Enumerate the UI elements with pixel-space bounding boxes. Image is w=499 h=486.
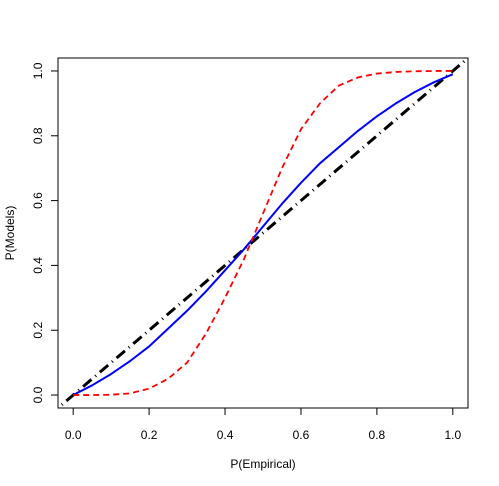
x-tick-label: 0.6 [293, 428, 310, 442]
x-tick-label: 1.0 [444, 428, 461, 442]
y-tick-label: 0.6 [31, 192, 45, 209]
x-tick-label: 0.8 [369, 428, 386, 442]
y-tick-label: 0.0 [31, 386, 45, 403]
model-blue-line [72, 73, 454, 396]
x-axis-label: P(Empirical) [230, 457, 295, 471]
y-tick-label: 0.8 [31, 127, 45, 144]
y-tick-label: 0.4 [31, 257, 45, 274]
x-tick-label: 0.0 [65, 428, 82, 442]
series-layer [60, 60, 466, 406]
y-axis-label: P(Models) [3, 206, 17, 261]
y-tick-label: 1.0 [31, 62, 45, 79]
model-red-line [73, 70, 453, 396]
y-tick-label: 0.2 [31, 322, 45, 339]
reference-line [60, 60, 466, 406]
x-tick-label: 0.2 [141, 428, 158, 442]
y-axis: 0.0 0.2 0.4 0.6 0.8 1.0 [31, 62, 59, 403]
x-tick-label: 0.4 [217, 428, 234, 442]
x-axis: 0.0 0.2 0.4 0.6 0.8 1.0 [65, 407, 461, 442]
